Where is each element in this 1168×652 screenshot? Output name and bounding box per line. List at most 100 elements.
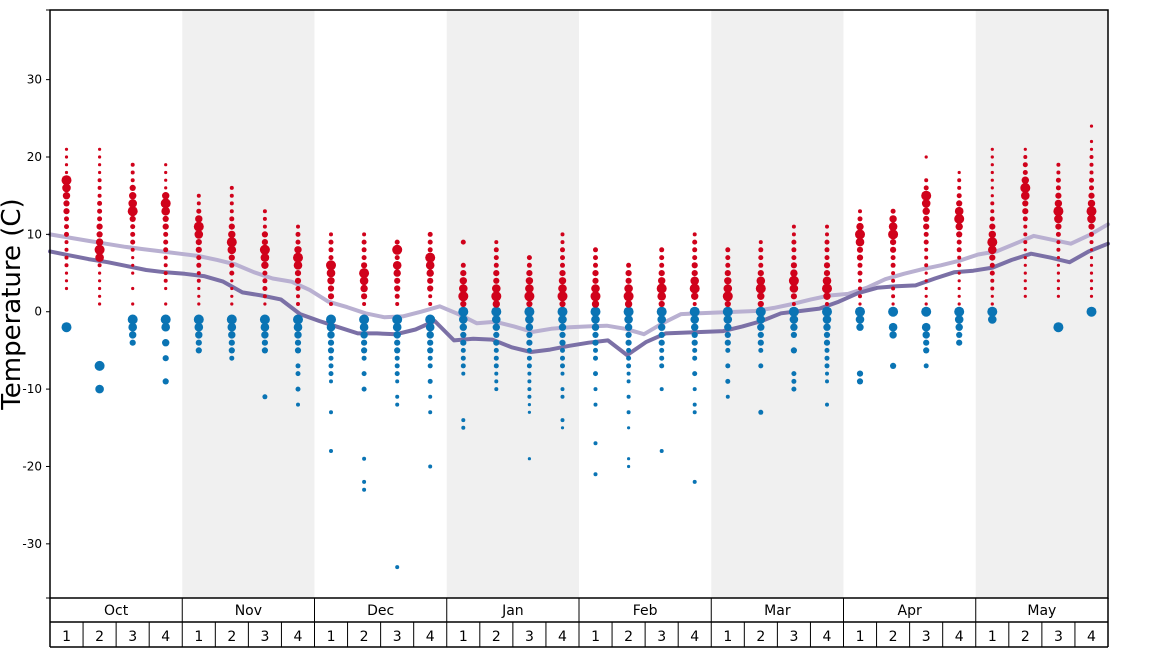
cold-observation-dot bbox=[427, 339, 434, 346]
warm-observation-dot bbox=[957, 271, 961, 275]
cold-observation-dot bbox=[459, 323, 467, 331]
warm-observation-dot bbox=[956, 231, 963, 238]
week-label: 2 bbox=[360, 629, 369, 645]
warm-observation-dot bbox=[329, 232, 333, 237]
warm-observation-dot bbox=[164, 186, 168, 190]
warm-observation-dot bbox=[1088, 223, 1095, 230]
warm-observation-dot bbox=[1087, 214, 1096, 224]
cold-observation-dot bbox=[988, 315, 997, 324]
warm-observation-dot bbox=[1056, 271, 1060, 275]
warm-observation-dot bbox=[130, 224, 136, 230]
cold-observation-dot bbox=[757, 339, 764, 346]
warm-observation-dot bbox=[790, 269, 798, 277]
warm-observation-dot bbox=[460, 300, 467, 308]
week-label: 2 bbox=[227, 629, 236, 645]
warm-observation-dot bbox=[755, 283, 766, 294]
warm-observation-dot bbox=[990, 201, 995, 206]
warm-observation-dot bbox=[193, 221, 204, 232]
warm-observation-dot bbox=[956, 239, 962, 245]
series-line-2 bbox=[48, 241, 1110, 358]
warm-observation-dot bbox=[924, 279, 928, 283]
warm-observation-dot bbox=[624, 300, 633, 308]
week-label: 3 bbox=[789, 629, 798, 645]
warm-observation-dot bbox=[791, 247, 797, 253]
warm-observation-dot bbox=[328, 239, 334, 245]
warm-observation-dot bbox=[989, 262, 995, 268]
cold-observation-dot bbox=[922, 331, 930, 339]
cold-observation-dot bbox=[493, 331, 500, 338]
warm-observation-dot bbox=[560, 255, 565, 261]
warm-observation-dot bbox=[989, 270, 995, 276]
warm-observation-dot bbox=[131, 263, 135, 267]
warm-observation-dot bbox=[327, 277, 335, 285]
cold-observation-dot bbox=[527, 410, 532, 414]
warm-observation-dot bbox=[1023, 240, 1028, 245]
warm-observation-dot bbox=[891, 278, 896, 283]
warm-observation-dot bbox=[558, 284, 567, 293]
cold-observation-dot bbox=[889, 331, 897, 339]
warm-observation-dot bbox=[526, 255, 532, 261]
cold-observation-dot bbox=[194, 322, 204, 332]
warm-observation-dot bbox=[164, 170, 168, 175]
cold-observation-dot bbox=[61, 322, 72, 333]
week-label: 4 bbox=[294, 629, 303, 645]
week-label: 3 bbox=[525, 629, 534, 645]
cold-observation-dot bbox=[425, 314, 436, 325]
warm-observation-dot bbox=[1088, 192, 1095, 199]
warm-observation-dot bbox=[427, 277, 434, 284]
warm-observation-dot bbox=[460, 270, 467, 277]
cold-observation-dot bbox=[755, 306, 766, 317]
warm-observation-dot bbox=[98, 294, 102, 298]
warm-observation-dot bbox=[756, 276, 766, 286]
cold-observation-dot bbox=[127, 314, 138, 325]
warm-observation-dot bbox=[97, 200, 103, 206]
warm-observation-dot bbox=[823, 270, 831, 277]
warm-observation-dot bbox=[691, 292, 699, 300]
warm-observation-dot bbox=[229, 262, 235, 268]
warm-observation-dot bbox=[824, 247, 830, 253]
warm-observation-dot bbox=[1022, 208, 1029, 215]
cold-observation-dot bbox=[228, 339, 235, 346]
warm-observation-dot bbox=[788, 275, 799, 286]
cold-observation-dot bbox=[788, 306, 799, 317]
warm-observation-dot bbox=[890, 262, 896, 268]
warm-observation-dot bbox=[196, 193, 201, 198]
warm-observation-dot bbox=[956, 200, 963, 207]
cold-observation-dot bbox=[395, 565, 400, 570]
cold-observation-dot bbox=[624, 315, 633, 324]
warm-observation-dot bbox=[164, 286, 168, 291]
warm-observation-dot bbox=[425, 261, 435, 270]
warm-observation-dot bbox=[990, 194, 994, 198]
warm-observation-dot bbox=[229, 270, 235, 276]
warm-observation-dot bbox=[658, 300, 665, 308]
warm-observation-dot bbox=[64, 224, 69, 230]
warm-observation-dot bbox=[98, 286, 102, 291]
cold-observation-dot bbox=[923, 363, 929, 369]
y-tick-label: 10 bbox=[27, 227, 42, 241]
warm-observation-dot bbox=[924, 286, 928, 291]
cold-observation-dot bbox=[758, 409, 764, 415]
warm-observation-dot bbox=[757, 292, 765, 300]
warm-observation-dot bbox=[1023, 256, 1027, 260]
cold-observation-dot bbox=[491, 306, 502, 317]
cold-observation-dot bbox=[326, 322, 336, 332]
warm-observation-dot bbox=[64, 155, 69, 159]
cold-observation-dot bbox=[428, 394, 433, 399]
month-label-mar: Mar bbox=[764, 603, 791, 619]
cold-observation-dot bbox=[428, 464, 433, 469]
warm-observation-dot bbox=[524, 291, 535, 302]
cold-observation-dot bbox=[395, 402, 400, 407]
warm-observation-dot bbox=[98, 147, 102, 151]
cold-observation-dot bbox=[724, 323, 732, 331]
warm-observation-dot bbox=[459, 284, 468, 293]
warm-observation-dot bbox=[95, 238, 104, 246]
warm-observation-dot bbox=[990, 155, 994, 159]
cold-observation-dot bbox=[824, 355, 830, 361]
week-label: 3 bbox=[657, 629, 666, 645]
warm-observation-dot bbox=[164, 178, 168, 182]
warm-observation-dot bbox=[858, 302, 862, 306]
warm-observation-dot bbox=[395, 302, 400, 306]
warm-observation-dot bbox=[295, 231, 301, 237]
warm-observation-dot bbox=[725, 255, 731, 261]
cold-observation-dot bbox=[626, 379, 631, 384]
